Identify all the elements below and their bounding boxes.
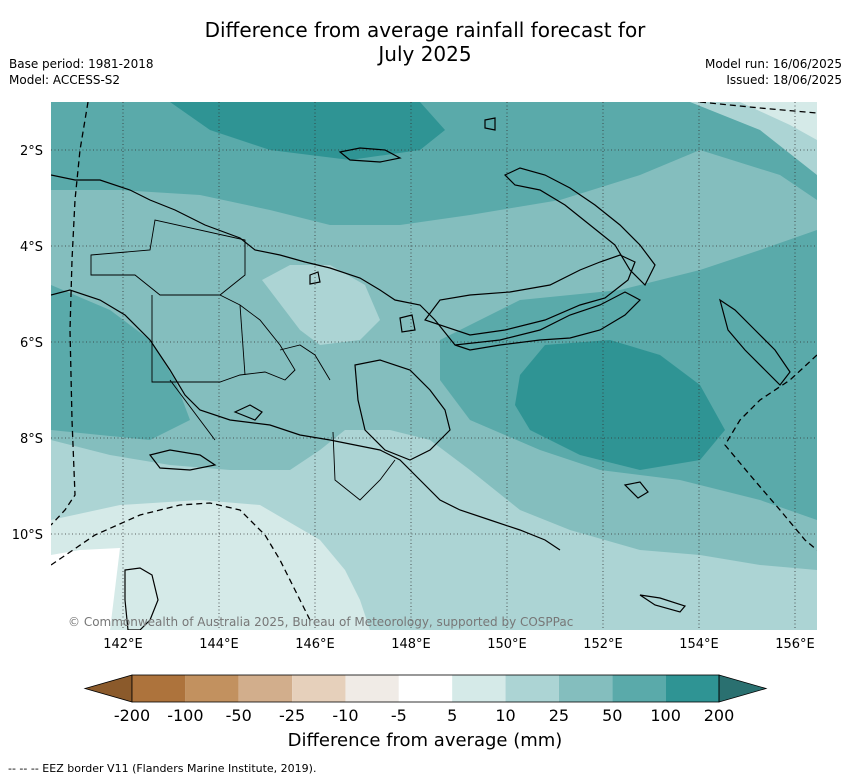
colorbar-tick-label: -100 — [167, 706, 203, 725]
colorbar-tick-label: 5 — [447, 706, 457, 725]
meta-right: Model run: 16/06/2025 Issued: 18/06/2025 — [705, 56, 842, 88]
colorbar-tick-label: -10 — [332, 706, 358, 725]
map-title: Difference from average rainfall forecas… — [0, 18, 850, 66]
band-5-10-south — [51, 500, 370, 630]
title-line-2: July 2025 — [378, 42, 472, 66]
colorbar-segment — [612, 675, 666, 702]
colorbar-segment — [185, 675, 239, 702]
colorbar-tick-label: 10 — [495, 706, 515, 725]
colorbar-tick-label: -5 — [391, 706, 407, 725]
eez-footnote: -- -- -- EEZ border V11 (Flanders Marine… — [8, 762, 317, 775]
lon-label: 144°E — [199, 637, 239, 652]
coastlines — [51, 117, 791, 630]
model-name: Model: ACCESS-S2 — [9, 73, 121, 87]
base-period: Base period: 1981-2018 — [9, 57, 154, 71]
colorbar-tick-label: -50 — [226, 706, 252, 725]
map-plot-area: © Commonwealth of Australia 2025, Bureau… — [51, 102, 817, 630]
colorbar-segment — [345, 675, 399, 702]
colorbar-segment — [292, 675, 346, 702]
lat-label: 6°S — [20, 336, 43, 351]
colorbar-extend-high — [718, 674, 768, 703]
colorbar-labels: -200 -100 -50 -25 -10 -5 5 10 25 50 100 200 — [114, 706, 734, 725]
lat-label: 2°S — [20, 144, 43, 159]
colorbar-segment — [558, 675, 613, 702]
longitude-labels: 142°E 144°E 146°E 148°E 150°E 152°E 154°… — [103, 637, 815, 652]
latitude-labels: 2°S 4°S 6°S 8°S 10°S — [12, 144, 43, 543]
colorbar-segment — [505, 675, 559, 702]
copyright-text: © Commonwealth of Australia 2025, Bureau… — [68, 615, 573, 629]
colorbar-segment — [238, 675, 293, 702]
lat-label: 8°S — [20, 432, 43, 447]
title-line-1: Difference from average rainfall forecas… — [204, 18, 646, 42]
colorbar-tick-label: 100 — [650, 706, 681, 725]
colorbar-segment — [665, 675, 719, 702]
colorbar-tick-label: 25 — [549, 706, 569, 725]
lon-label: 150°E — [487, 637, 527, 652]
issued-date: Issued: 18/06/2025 — [726, 73, 842, 87]
model-run: Model run: 16/06/2025 — [704, 57, 842, 71]
lon-label: 142°E — [103, 637, 143, 652]
band-10-25-center — [262, 265, 380, 345]
band-5-10-northeast — [740, 102, 817, 140]
band-neutral-southwest — [51, 548, 120, 630]
eez-border — [51, 102, 817, 621]
colorbar-segment — [452, 675, 506, 702]
colorbar-extend-low — [83, 674, 133, 703]
province-boundaries — [90, 219, 396, 501]
band-100-200-east — [515, 340, 725, 470]
graticule — [51, 102, 817, 630]
colorbar-frame — [131, 674, 720, 703]
band-100-200-north — [170, 102, 445, 160]
lon-label: 146°E — [295, 637, 335, 652]
lon-label: 154°E — [679, 637, 719, 652]
lat-label: 10°S — [12, 528, 43, 543]
band-50-100-west — [51, 285, 190, 440]
colorbar-tick-label: -25 — [279, 706, 305, 725]
lon-label: 152°E — [583, 637, 623, 652]
colorbar — [83, 674, 768, 703]
lon-label: 148°E — [391, 637, 431, 652]
colorbar-segment — [398, 675, 453, 702]
colorbar-tick-label: -200 — [114, 706, 150, 725]
colorbar-tick-label: 200 — [704, 706, 735, 725]
colorbar-title: Difference from average (mm) — [287, 730, 563, 751]
meta-left: Base period: 1981-2018 Model: ACCESS-S2 — [9, 56, 154, 88]
colorbar-segment — [132, 675, 186, 702]
colorbar-tick-label: 50 — [602, 706, 622, 725]
lat-label: 4°S — [20, 240, 43, 255]
lon-label: 156°E — [775, 637, 815, 652]
